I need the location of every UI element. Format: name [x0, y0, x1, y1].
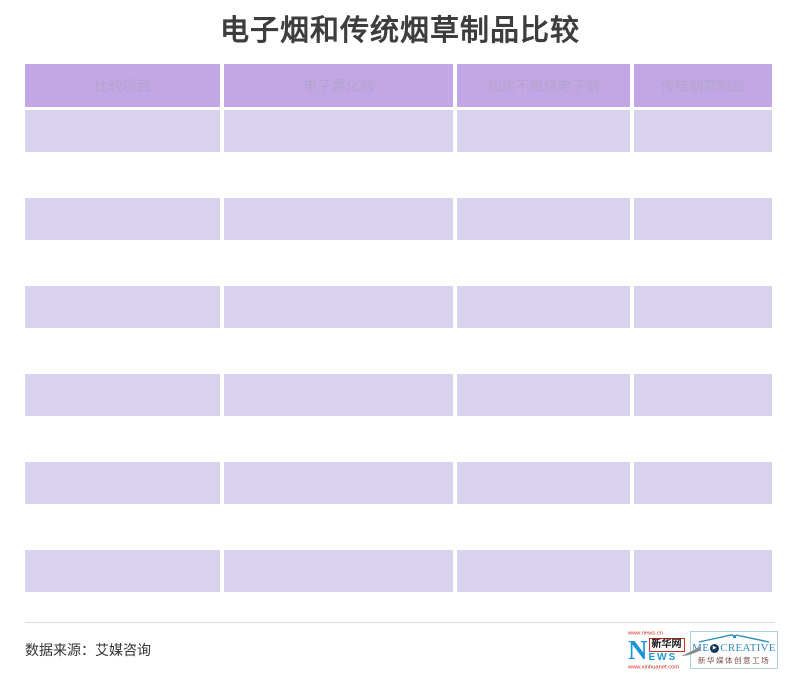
column-header: 传统烟草制品	[634, 64, 772, 107]
table-body	[25, 110, 772, 592]
footer-divider	[25, 622, 775, 623]
play-icon: ▶	[710, 644, 720, 653]
column-header: 加热不燃烧电子烟	[457, 64, 630, 107]
table-row	[25, 286, 772, 328]
table-cell	[634, 374, 772, 416]
roof-icon	[698, 634, 770, 643]
table-cell	[25, 462, 220, 504]
data-source-label: 数据来源：艾媒咨询	[25, 642, 151, 658]
table-cell	[457, 286, 630, 328]
table-cell	[457, 110, 630, 152]
table-cell	[25, 286, 220, 328]
table-row	[25, 550, 772, 592]
xinhua-name: 新华网	[648, 637, 685, 652]
table-cell	[224, 286, 453, 328]
table-cell	[457, 198, 630, 240]
table-row	[25, 110, 772, 152]
column-header: 电子雾化烟	[224, 64, 453, 107]
table-cell	[457, 550, 630, 592]
xinhua-url-bottom: www.xinhuanet.com	[628, 664, 680, 670]
footer: 数据来源：艾媒咨询 www.news.cn N 新华网 EWS www.xinh…	[25, 628, 778, 672]
page-title: 电子烟和传统烟草制品比较	[219, 15, 580, 47]
medcreative-subtitle: 新华媒体创意工场	[697, 656, 771, 665]
table-cell	[25, 198, 220, 240]
table-cell	[25, 374, 220, 416]
table-cell	[224, 550, 453, 592]
table-cell	[224, 110, 453, 152]
xinhua-ews: EWS	[648, 651, 678, 663]
table-cell	[457, 374, 630, 416]
table-row	[25, 198, 772, 240]
xinhua-n-letter: N	[628, 634, 648, 665]
column-header: 比较项目	[25, 64, 220, 107]
table-cell	[634, 286, 772, 328]
table-cell	[224, 374, 453, 416]
table-cell	[25, 550, 220, 592]
medcreative-wordmark: ME ▶ CREATIVE	[692, 642, 776, 654]
footer-logos: www.news.cn N 新华网 EWS www.xinhuanet.com	[628, 630, 778, 671]
table-row	[25, 462, 772, 504]
table-cell	[224, 198, 453, 240]
pen-swoosh-icon	[680, 645, 702, 661]
table-row	[25, 374, 772, 416]
xinhua-url-top: www.news.cn	[628, 630, 663, 636]
table-cell	[224, 462, 453, 504]
table-cell	[25, 110, 220, 152]
table-header-row: 比较项目 电子雾化烟 加热不燃烧电子烟 传统烟草制品	[25, 64, 772, 107]
table-cell	[634, 462, 772, 504]
table-cell	[634, 550, 772, 592]
medcreative-logo: ME ▶ CREATIVE 新华媒体创意工场	[690, 631, 778, 669]
table-cell	[634, 198, 772, 240]
comparison-table: 比较项目 电子雾化烟 加热不燃烧电子烟 传统烟草制品	[25, 64, 772, 592]
table-cell	[634, 110, 772, 152]
xinhuanet-logo: www.news.cn N 新华网 EWS www.xinhuanet.com	[628, 630, 701, 671]
table-cell	[457, 462, 630, 504]
